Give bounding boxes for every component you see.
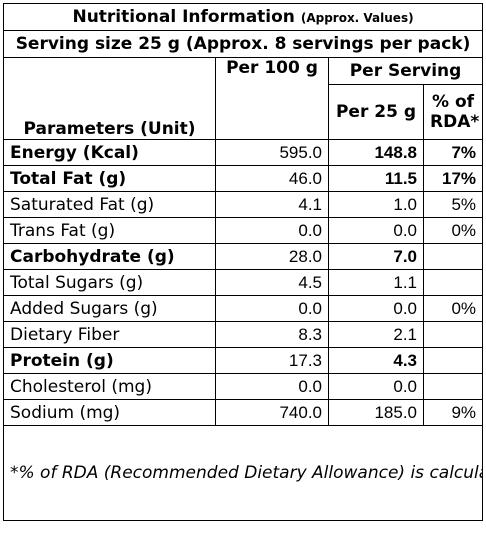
value-rda: 0% — [422, 295, 484, 322]
header-row-2: Per 25 g % of RDA* — [4, 84, 484, 140]
header-rda-line2: RDA* — [430, 112, 480, 132]
nutrient-name: Protein (g) — [3, 347, 216, 374]
value-per-serving: 1.0 — [328, 191, 424, 218]
value-per-serving: 1.1 — [328, 269, 424, 296]
nutrient-name: Energy (Kcal) — [3, 139, 216, 166]
value-rda: 5% — [422, 191, 484, 218]
header-per-100g: Per 100 g — [215, 57, 329, 140]
serving-size-row: Serving size 25 g (Approx. 8 servings pe… — [2, 30, 484, 58]
header-rda-line1: % of — [432, 92, 475, 112]
nutrition-facts-table: Nutritional Information (Approx. Values)… — [2, 3, 484, 521]
value-rda — [422, 321, 484, 348]
nutrient-name: Total Fat (g) — [3, 165, 216, 192]
nutrient-name: Cholesterol (mg) — [3, 373, 216, 400]
value-rda — [422, 373, 484, 400]
value-rda: 0% — [422, 217, 484, 244]
table-title-cell: Nutritional Information (Approx. Values) — [2, 3, 484, 31]
value-rda: 9% — [422, 399, 484, 426]
value-per-serving: 0.0 — [328, 295, 424, 322]
value-per-100g: 4.5 — [215, 269, 329, 296]
value-per-100g: 28.0 — [215, 243, 329, 270]
serving-size: Serving size 25 g (Approx. 8 servings pe… — [2, 30, 484, 58]
value-per-100g: 8.3 — [215, 321, 329, 348]
value-per-100g: 595.0 — [215, 139, 329, 166]
nutrient-name: Total Sugars (g) — [3, 269, 216, 296]
nutrient-name: Dietary Fiber — [3, 321, 216, 348]
title-row: Nutritional Information (Approx. Values) — [2, 3, 484, 31]
value-per-100g: 0.0 — [215, 373, 329, 400]
value-per-100g: 740.0 — [215, 399, 329, 426]
value-rda — [422, 347, 484, 374]
value-rda — [422, 243, 484, 270]
value-per-100g: 46.0 — [215, 165, 329, 192]
header-per-serving: Per Serving — [327, 57, 484, 85]
nutrient-name: Added Sugars (g) — [3, 295, 216, 322]
value-per-100g: 17.3 — [215, 347, 329, 374]
header-per-25g: Per 25 g — [328, 84, 424, 140]
table-row: Added Sugars (g) 0.0 0.0 0% — [3, 295, 484, 322]
value-per-serving: 148.8 — [328, 139, 424, 166]
header-row-1: Parameters (Unit) Per 100 g Per Serving — [3, 57, 484, 140]
nutrient-name: Carbohydrate (g) — [3, 243, 216, 270]
value-per-serving: 0.0 — [328, 373, 424, 400]
value-rda: 17% — [422, 165, 484, 192]
value-per-100g: 0.0 — [215, 217, 329, 244]
value-per-serving: 2.1 — [328, 321, 424, 348]
value-per-100g: 0.0 — [215, 295, 329, 322]
table-row: Total Sugars (g) 4.5 1.1 — [3, 269, 484, 296]
value-per-serving: 0.0 — [328, 217, 424, 244]
header-parameters: Parameters (Unit) — [3, 57, 216, 140]
title-note: (Approx. Values) — [300, 10, 414, 25]
value-per-serving: 185.0 — [328, 399, 424, 426]
header-rda: % of RDA* — [422, 84, 484, 140]
table-row: Total Fat (g) 46.0 11.5 17% — [3, 165, 484, 192]
nutrient-name: Saturated Fat (g) — [3, 191, 216, 218]
value-per-100g: 4.1 — [215, 191, 329, 218]
table-row: Saturated Fat (g) 4.1 1.0 5% — [3, 191, 484, 218]
value-per-serving: 4.3 — [328, 347, 424, 374]
value-rda — [422, 269, 484, 296]
value-per-serving: 7.0 — [328, 243, 424, 270]
footnote-row: *% of RDA (Recommended Dietary Allowance… — [2, 425, 484, 521]
table-row: Energy (Kcal) 595.0 148.8 7% — [3, 139, 484, 166]
nutrient-name: Trans Fat (g) — [3, 217, 216, 244]
table-title: Nutritional Information — [72, 6, 295, 27]
footnote: *% of RDA (Recommended Dietary Allowance… — [2, 425, 484, 521]
table-row: Protein (g) 17.3 4.3 — [3, 347, 484, 374]
table-row: Dietary Fiber 8.3 2.1 — [3, 321, 484, 348]
value-per-serving: 11.5 — [328, 165, 424, 192]
nutrient-name: Sodium (mg) — [3, 399, 216, 426]
table-row: Carbohydrate (g) 28.0 7.0 — [3, 243, 484, 270]
table-row: Cholesterol (mg) 0.0 0.0 — [3, 373, 484, 400]
table-row: Sodium (mg) 740.0 185.0 9% — [3, 399, 484, 426]
table-row: Trans Fat (g) 0.0 0.0 0% — [3, 217, 484, 244]
value-rda: 7% — [422, 139, 484, 166]
